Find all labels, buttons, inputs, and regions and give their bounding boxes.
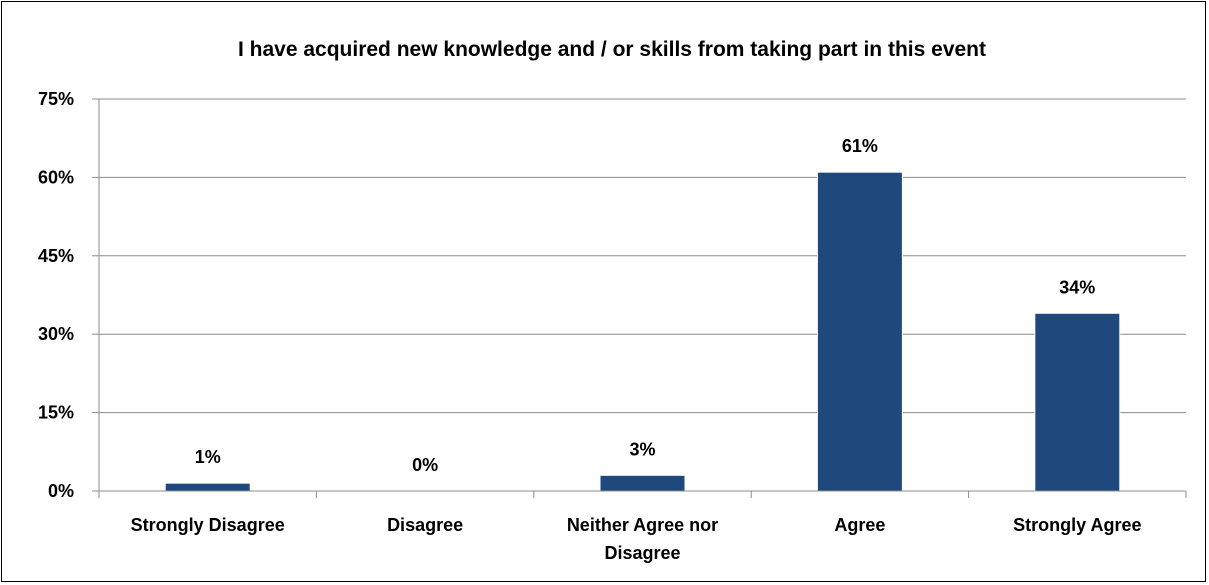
data-label: 1% [195, 447, 221, 467]
data-label: 3% [629, 439, 655, 459]
data-label: 0% [412, 455, 438, 475]
gridlines [99, 98, 1186, 414]
data-labels: 1% 0% 3% 61% 34% [195, 136, 1096, 475]
y-tick-label: 15% [38, 403, 74, 423]
y-tick-label: 45% [38, 246, 74, 266]
y-tick-label: 60% [38, 167, 74, 187]
bar [1034, 312, 1121, 492]
category-label-line: Neither Agree nor [567, 515, 718, 535]
bar [816, 171, 903, 492]
category-label: Strongly Disagree [131, 515, 285, 535]
category-label-line: Disagree [604, 543, 680, 563]
y-tick-label: 30% [38, 324, 74, 344]
category-label: Disagree [387, 515, 463, 535]
x-axis-categories: Strongly Disagree Disagree Neither Agree n… [98, 491, 1187, 563]
category-label: Neither Agree nor Disagree [567, 515, 718, 563]
y-tick-label: 75% [38, 89, 74, 109]
category-label: Strongly Agree [1013, 515, 1141, 535]
chart-title: I have acquired new knowledge and / or s… [238, 38, 986, 61]
bars [164, 171, 1121, 492]
bar [599, 474, 686, 492]
category-label: Agree [834, 515, 885, 535]
y-tick-label: 0% [48, 481, 74, 501]
data-label: 34% [1059, 277, 1095, 297]
data-label: 61% [842, 136, 878, 156]
y-axis-ticks: 0% 15% 30% 45% 60% 75% [38, 89, 100, 501]
bar [164, 482, 251, 492]
